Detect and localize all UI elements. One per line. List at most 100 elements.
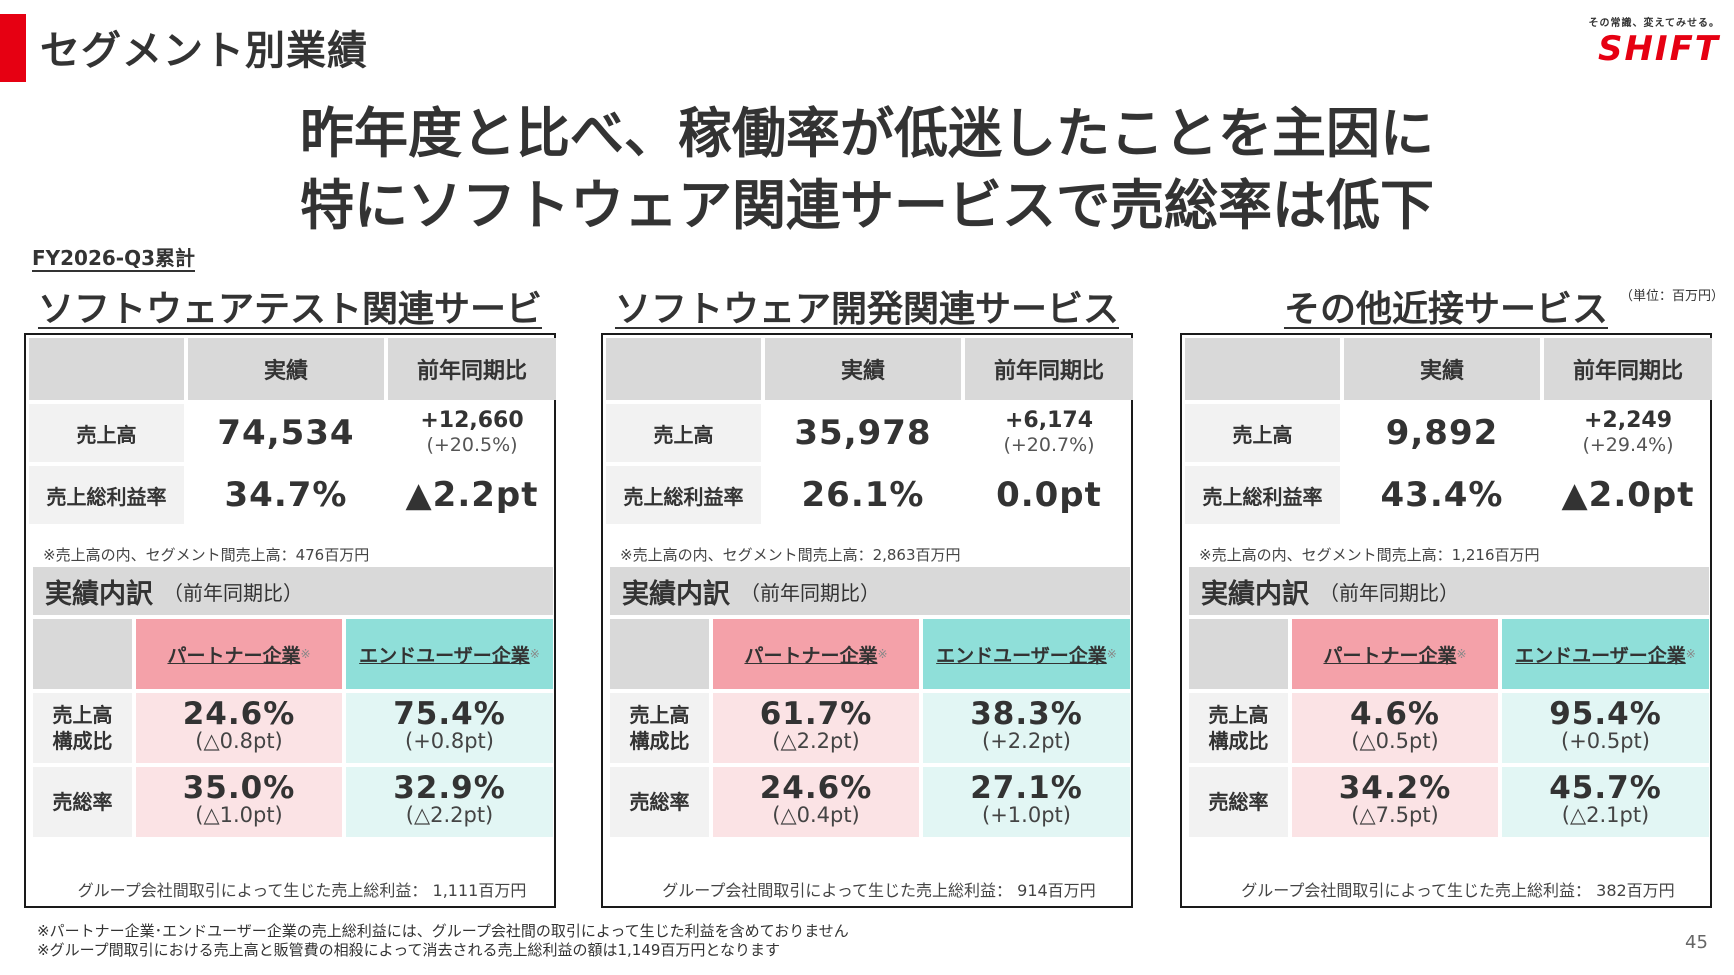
segment-title: ソフトウェア開発関連サービス: [614, 289, 1119, 330]
headline-line-1: 昨年度と比べ、稼働率が低迷したことを主因に: [300, 102, 1434, 165]
partner-margin-cell: 24.6% (△0.4pt): [713, 767, 919, 837]
row-label-margin-rate: 売総率: [610, 767, 709, 837]
group-profit-note: グループ会社間取引によって生じた売上総利益： 382百万円: [1241, 881, 1675, 900]
share-label-1: 売上高: [52, 703, 113, 727]
margin-value: 34.7%: [224, 475, 348, 515]
table-corner: [29, 338, 184, 400]
segment-panel-other: 実績 前年同期比 売上高 9,892 +2,249 (+29.4%) 売上総利益…: [1180, 333, 1712, 908]
enduser-label: エンドユーザー企業: [936, 644, 1107, 667]
sales-yoy: +12,660 (+20.5%): [388, 404, 556, 462]
header-yoy: 前年同期比: [388, 338, 556, 400]
share-label-1: 売上高: [629, 703, 690, 727]
sales-yoy: +6,174 (+20.7%): [965, 404, 1133, 462]
note-mark: ※: [1685, 647, 1696, 661]
enduser-margin-change: (△2.2pt): [405, 803, 494, 827]
footnotes: ※パートナー企業･エンドユーザー企業の売上総利益には、グループ会社間の取引によっ…: [37, 922, 849, 960]
breakdown-title: 実績内訳: [622, 578, 730, 610]
sales-yoy-percent: (+29.4%): [1582, 434, 1674, 456]
sales-yoy-amount: +2,249: [1583, 408, 1673, 433]
row-label-margin: 売上総利益率: [29, 466, 184, 524]
headline: 昨年度と比べ、稼働率が低迷したことを主因に 特にソフトウェア関連サービスで売総率…: [0, 98, 1734, 242]
margin-yoy: ▲2.0pt: [1561, 475, 1695, 515]
enduser-margin-cell: 45.7% (△2.1pt): [1502, 767, 1709, 837]
row-label-share: 売上高 構成比: [1189, 693, 1288, 763]
partner-label: パートナー企業: [744, 644, 878, 667]
headline-line-2: 特にソフトウェア関連サービスで売総率は低下: [300, 174, 1434, 237]
share-label-1: 売上高: [1208, 703, 1269, 727]
enduser-share-cell: 38.3% (+2.2pt): [923, 693, 1130, 763]
logo-tagline: その常識、変えてみせる。: [1588, 18, 1720, 29]
breakdown-header: 実績内訳 （前年同期比）: [33, 567, 553, 615]
margin-value: 26.1%: [801, 475, 925, 515]
sales-value: 74,534: [217, 413, 355, 453]
row-label-margin: 売上総利益率: [1185, 466, 1340, 524]
note-mark: ※: [300, 647, 311, 661]
margin-yoy: 0.0pt: [996, 475, 1102, 515]
partner-header: パートナー企業 ※: [713, 619, 919, 689]
sales-yoy: +2,249 (+29.4%): [1544, 404, 1712, 462]
row-label-margin: 売上総利益率: [606, 466, 761, 524]
table-corner: [1185, 338, 1340, 400]
partner-share-change: (△2.2pt): [772, 729, 860, 753]
partner-margin: 24.6%: [759, 770, 873, 806]
period-label: FY2026-Q3累計: [32, 246, 196, 272]
enduser-label: エンドユーザー企業: [359, 644, 530, 667]
partner-share-cell: 4.6% (△0.5pt): [1292, 693, 1498, 763]
segment-title: その他近接サービス: [1283, 289, 1608, 330]
header-yoy: 前年同期比: [965, 338, 1133, 400]
partner-share-cell: 24.6% (△0.8pt): [136, 693, 342, 763]
page-title: セグメント別業績: [40, 28, 368, 74]
row-label-sales: 売上高: [606, 404, 761, 462]
enduser-margin: 32.9%: [393, 770, 506, 806]
title-accent-bar: [0, 14, 26, 82]
breakdown-corner: [1189, 619, 1288, 689]
partner-margin: 34.2%: [1338, 770, 1452, 806]
partner-share: 4.6%: [1350, 696, 1440, 732]
enduser-margin: 45.7%: [1549, 770, 1662, 806]
sales-yoy-amount: +12,660: [420, 408, 524, 433]
note-mark: ※: [1106, 647, 1117, 661]
enduser-share: 75.4%: [393, 696, 506, 732]
enduser-share: 95.4%: [1549, 696, 1662, 732]
intersegment-note: ※売上高の内、セグメント間売上高：476百万円: [43, 546, 370, 564]
enduser-share-change: (+0.8pt): [405, 729, 494, 753]
breakdown-subtitle: （前年同期比）: [1319, 580, 1459, 605]
breakdown-subtitle: （前年同期比）: [740, 580, 880, 605]
enduser-share-change: (+0.5pt): [1561, 729, 1650, 753]
partner-share-change: (△0.8pt): [195, 729, 283, 753]
margin-yoy: ▲2.2pt: [405, 475, 539, 515]
partner-share-change: (△0.5pt): [1351, 729, 1439, 753]
sales-value: 9,892: [1385, 413, 1499, 453]
enduser-margin-change: (△2.1pt): [1561, 803, 1650, 827]
breakdown-header: 実績内訳 （前年同期比）: [1189, 567, 1709, 615]
row-label-share: 売上高 構成比: [33, 693, 132, 763]
enduser-share-change: (+2.2pt): [982, 729, 1071, 753]
partner-margin-change: (△7.5pt): [1351, 803, 1439, 827]
table-corner: [606, 338, 761, 400]
note-mark: ※: [529, 647, 540, 661]
page-number: 45: [1685, 932, 1708, 953]
enduser-margin-change: (+1.0pt): [982, 803, 1071, 827]
breakdown-corner: [33, 619, 132, 689]
share-label-2: 構成比: [629, 729, 690, 753]
partner-header: パートナー企業 ※: [1292, 619, 1498, 689]
breakdown-corner: [610, 619, 709, 689]
breakdown-header: 実績内訳 （前年同期比）: [610, 567, 1130, 615]
enduser-share-cell: 95.4% (+0.5pt): [1502, 693, 1709, 763]
footnote-2: ※グループ間取引における売上高と販管費の相殺によって消去される売上総利益の額は1…: [37, 941, 780, 959]
partner-label: パートナー企業: [1323, 644, 1457, 667]
header-actual: 実績: [765, 338, 961, 400]
breakdown-title: 実績内訳: [1201, 578, 1309, 610]
header-actual: 実績: [188, 338, 384, 400]
partner-share: 24.6%: [182, 696, 296, 732]
enduser-margin: 27.1%: [970, 770, 1083, 806]
enduser-header: エンドユーザー企業 ※: [1502, 619, 1709, 689]
row-label-share: 売上高 構成比: [610, 693, 709, 763]
intersegment-note: ※売上高の内、セグメント間売上高：2,863百万円: [620, 546, 961, 564]
row-label-margin-rate: 売総率: [33, 767, 132, 837]
enduser-margin-cell: 27.1% (+1.0pt): [923, 767, 1130, 837]
enduser-share-cell: 75.4% (+0.8pt): [346, 693, 553, 763]
footnote-1: ※パートナー企業･エンドユーザー企業の売上総利益には、グループ会社間の取引によっ…: [37, 922, 849, 940]
partner-margin-cell: 34.2% (△7.5pt): [1292, 767, 1498, 837]
partner-margin-cell: 35.0% (△1.0pt): [136, 767, 342, 837]
